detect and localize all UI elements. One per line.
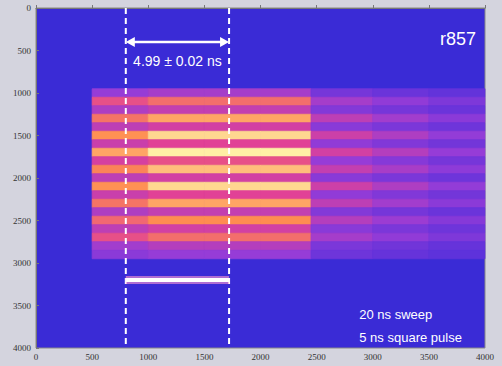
svg-text:1500: 1500 xyxy=(13,131,32,141)
svg-text:500: 500 xyxy=(85,352,99,362)
svg-text:1000: 1000 xyxy=(139,352,158,362)
svg-text:3500: 3500 xyxy=(420,352,439,362)
svg-text:3000: 3000 xyxy=(364,352,383,362)
svg-text:500: 500 xyxy=(18,46,32,56)
svg-text:2500: 2500 xyxy=(308,352,327,362)
svg-text:3000: 3000 xyxy=(13,258,32,268)
svg-text:2500: 2500 xyxy=(13,216,32,226)
svg-text:5 ns square pulse: 5 ns square pulse xyxy=(359,330,462,345)
svg-text:1500: 1500 xyxy=(195,352,214,362)
svg-text:20 ns sweep: 20 ns sweep xyxy=(359,307,432,322)
svg-text:r857: r857 xyxy=(440,29,476,49)
svg-text:0: 0 xyxy=(27,3,32,13)
svg-text:4000: 4000 xyxy=(476,352,495,362)
svg-text:2000: 2000 xyxy=(13,173,32,183)
svg-text:4.99 ± 0.02 ns: 4.99 ± 0.02 ns xyxy=(133,53,222,69)
svg-text:0: 0 xyxy=(34,352,39,362)
svg-text:1000: 1000 xyxy=(13,88,32,98)
svg-text:3500: 3500 xyxy=(13,301,32,311)
svg-text:2000: 2000 xyxy=(252,352,271,362)
svg-text:4000: 4000 xyxy=(13,343,32,353)
